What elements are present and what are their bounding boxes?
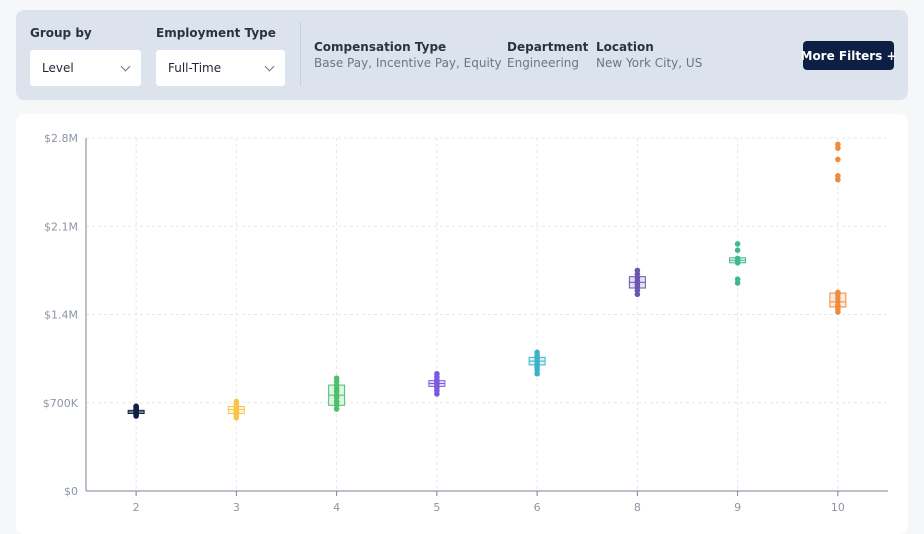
y-tick-label: $1.4M	[44, 309, 78, 322]
data-point-level-9	[734, 276, 741, 282]
x-tick-label: 5	[433, 501, 440, 514]
data-point-level-9	[734, 241, 741, 247]
y-tick-label: $0	[64, 485, 78, 498]
x-tick-label: 2	[133, 501, 140, 514]
chart-card: $0 $700K $1.4M $2.1M $2.8M 2 3 4 5 6 8 9 10	[16, 114, 908, 534]
x-tick-label: 6	[534, 501, 541, 514]
data-point-level-10	[835, 289, 841, 296]
compensation-type-label: Compensation Type	[314, 40, 447, 54]
data-point-level-4	[333, 375, 340, 381]
compensation-type-value: Base Pay, Incentive Pay, Equity	[314, 56, 502, 70]
department-label: Department	[507, 40, 589, 54]
data-point-level-10	[835, 156, 841, 163]
x-tick-label: 9	[734, 501, 741, 514]
data-point-level-5	[434, 370, 440, 377]
x-tick-label: 8	[634, 501, 641, 514]
location-filter[interactable]: Location New York City, US	[596, 40, 702, 70]
chevron-down-icon	[120, 61, 131, 71]
data-point-level-9	[734, 255, 741, 262]
data-point-level-3	[233, 398, 240, 405]
employment-type-filter: Employment Type	[156, 26, 276, 40]
chevron-down-icon	[264, 61, 275, 71]
y-tick-label: $2.8M	[44, 132, 78, 145]
group-by-select[interactable]: Level	[30, 50, 141, 86]
x-tick-label: 10	[831, 501, 845, 514]
department-value: Engineering	[507, 56, 579, 70]
group-by-label: Group by	[30, 26, 92, 40]
y-tick-label: $2.1M	[44, 220, 78, 233]
location-label: Location	[596, 40, 654, 54]
data-point-level-10	[835, 141, 841, 148]
x-tick-label: 3	[233, 501, 240, 514]
employment-type-select[interactable]: Full-Time	[156, 50, 285, 86]
filter-bar: Group by Level Employment Type Full-Time…	[16, 10, 908, 100]
data-point-level-2	[133, 403, 139, 410]
more-filters-button[interactable]: More Filters +	[801, 41, 897, 70]
x-tick-label: 4	[333, 501, 340, 514]
data-point-level-6	[534, 349, 540, 356]
data-point-level-8	[634, 267, 641, 274]
group-by-value: Level	[42, 61, 74, 75]
group-by-filter: Group by	[30, 26, 92, 40]
department-filter[interactable]: Department Engineering	[507, 40, 588, 70]
y-tick-label: $700K	[43, 397, 79, 410]
employment-type-label: Employment Type	[156, 26, 276, 40]
location-value: New York City, US	[596, 56, 703, 70]
employment-type-value: Full-Time	[168, 61, 222, 75]
filter-divider	[300, 22, 301, 86]
data-point-level-10	[835, 173, 841, 179]
compensation-chart: $0 $700K $1.4M $2.1M $2.8M 2 3 4 5 6 8 9 10	[43, 132, 888, 514]
compensation-type-filter[interactable]: Compensation Type Base Pay, Incentive Pa…	[314, 40, 502, 70]
data-point-level-9	[734, 247, 741, 254]
